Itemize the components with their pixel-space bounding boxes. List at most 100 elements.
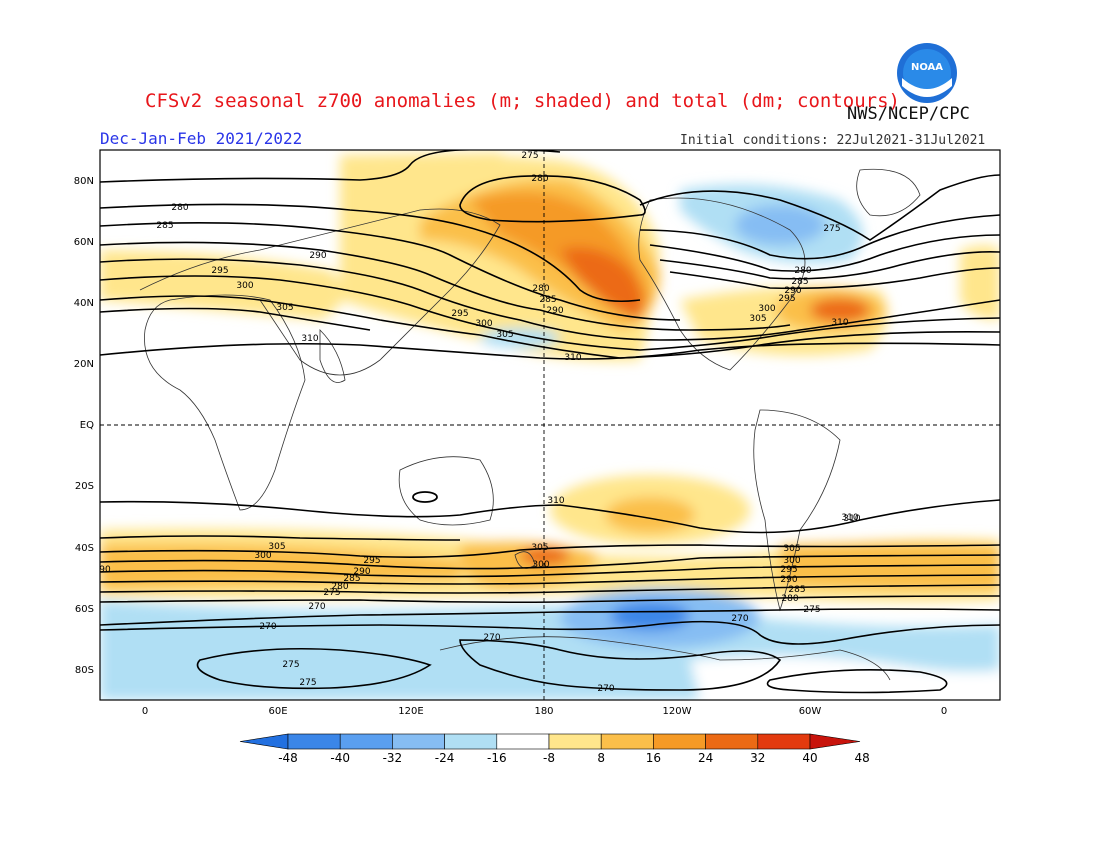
lat-tick-label: 40S <box>75 543 94 554</box>
height-contours <box>100 150 1000 694</box>
colorbar-tick-label: 16 <box>646 751 661 765</box>
contour-label: 285 <box>788 585 805 595</box>
colorbar-tick-label: -24 <box>435 751 455 765</box>
lon-tick-label: 60E <box>268 706 287 717</box>
lat-tick-label: 80S <box>75 665 94 676</box>
contour-label: 305 <box>276 303 293 313</box>
contour-label: 280 <box>794 266 811 276</box>
contour-label: 310 <box>831 318 848 328</box>
contour-label: 280 <box>171 203 188 213</box>
contour-label: 310 <box>564 353 581 363</box>
lon-tick-label: 60W <box>799 706 822 717</box>
contour-label: 300 <box>236 281 253 291</box>
colorbar-tick-label: 8 <box>597 751 605 765</box>
lat-tick-label: 60N <box>74 237 94 248</box>
contour-label: 270 <box>483 633 500 643</box>
lat-tick-label: 20S <box>75 481 94 492</box>
contour-label: 275 <box>521 151 538 161</box>
season-label: Dec-Jan-Feb 2021/2022 <box>100 129 303 148</box>
contour-label: 270 <box>597 684 614 694</box>
lat-tick-label: 80N <box>74 176 94 187</box>
contour-label: 285 <box>343 574 360 584</box>
map-title: CFSv2 seasonal z700 anomalies (m; shaded… <box>145 90 900 112</box>
colorbar-left-arrow <box>239 733 289 750</box>
contour-label: 290 <box>780 575 797 585</box>
colorbar-right-arrow <box>809 733 861 750</box>
contour-label: 275 <box>803 605 820 615</box>
contour-label: 290 <box>784 286 801 296</box>
contour-label: 90 <box>99 565 111 575</box>
lon-tick-label: 0 <box>941 706 947 717</box>
colorbar-swatch <box>548 733 602 750</box>
lon-tick-label: 120W <box>663 706 692 717</box>
contour-label: 295 <box>780 565 797 575</box>
colorbar-swatch <box>339 733 393 750</box>
axis-labels: 80N 60N 40N 20N EQ 20S 40S 60S 80S 0 60E… <box>74 176 947 717</box>
lat-tick-label: 60S <box>75 604 94 615</box>
agency-label: NWS/NCEP/CPC <box>847 104 970 124</box>
colorbar-tick-label: 40 <box>802 751 817 765</box>
contour-label: 310 <box>843 514 860 524</box>
contour-label: 290 <box>546 306 563 316</box>
contour-label: 290 <box>353 567 370 577</box>
colorbar-swatch <box>600 733 654 750</box>
contour-label: 310 <box>301 334 318 344</box>
map-frame <box>99 149 1001 701</box>
contour-label: 290 <box>309 251 326 261</box>
contour-label: 285 <box>156 221 173 231</box>
contour-label: 270 <box>731 614 748 624</box>
contour-label: 305 <box>783 544 800 554</box>
contour-label: 280 <box>781 594 798 604</box>
colorbar-swatch <box>757 733 811 750</box>
contour-label: 275 <box>299 678 316 688</box>
colorbar-swatch <box>653 733 706 750</box>
lon-tick-label: 180 <box>534 706 553 717</box>
lon-tick-label: 120E <box>398 706 423 717</box>
contour-label: 295 <box>363 556 380 566</box>
contour-label: 270 <box>259 622 276 632</box>
contour-label: 295 <box>451 309 468 319</box>
colorbar-swatch <box>705 733 759 750</box>
noaa-logo: NOAA <box>897 43 957 103</box>
contour-label: 295 <box>778 294 795 304</box>
contour-label: 280 <box>531 174 548 184</box>
colorbar-swatch <box>444 733 498 750</box>
contour-label: 305 <box>268 542 285 552</box>
contour-label: 275 <box>282 660 299 670</box>
colorbar: -48 -40 -32 -24 -16 -8 8 16 24 32 40 48 <box>239 733 870 765</box>
colorbar-tick-label: 24 <box>698 751 713 765</box>
contour-label: 310 <box>547 496 564 506</box>
contour-label: 285 <box>539 295 556 305</box>
contour-label: 305 <box>496 330 513 340</box>
lat-tick-label: 40N <box>74 298 94 309</box>
lat-tick-label: 20N <box>74 359 94 370</box>
contour-label: 305 <box>531 543 548 553</box>
contour-label: 275 <box>823 224 840 234</box>
contour-label: 270 <box>308 602 325 612</box>
contour-label: 300 <box>532 560 549 570</box>
contour-label: 300 <box>254 551 271 561</box>
contour-label: 300 <box>783 556 800 566</box>
contour-label-group: 2752802802852902953003053102752802852902… <box>99 151 861 694</box>
colorbar-tick-label: -8 <box>543 751 555 765</box>
contour-label: 310 <box>841 513 858 523</box>
contour-label: 285 <box>791 277 808 287</box>
contour-label: 300 <box>475 319 492 329</box>
lat-tick-label: EQ <box>80 420 94 431</box>
colorbar-tick-label: 48 <box>855 751 870 765</box>
coastlines <box>139 168 921 681</box>
contour-label: 295 <box>211 266 228 276</box>
contour-label: 300 <box>758 304 775 314</box>
colorbar-swatch <box>392 733 445 750</box>
contour-label: 280 <box>532 284 549 294</box>
initial-conditions-label: Initial conditions: 22Jul2021-31Jul2021 <box>680 133 986 148</box>
contour-label: 280 <box>331 582 348 592</box>
colorbar-tick-label: -48 <box>278 751 298 765</box>
colorbar-tick-label: -16 <box>487 751 507 765</box>
colorbar-tick-label: -32 <box>383 751 403 765</box>
lon-tick-label: 0 <box>142 706 148 717</box>
colorbar-swatch <box>287 733 341 750</box>
contour-label: 275 <box>323 588 340 598</box>
contour-label: 305 <box>749 314 766 324</box>
